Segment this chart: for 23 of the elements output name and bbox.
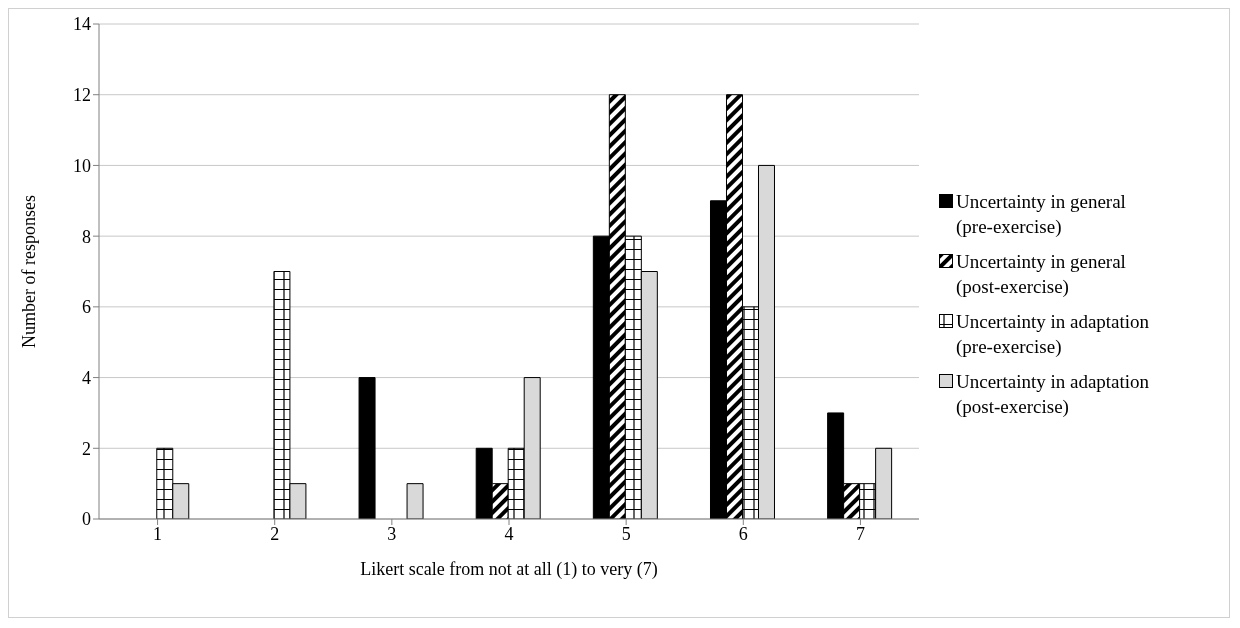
y-tick-label: 12 [73,85,91,106]
bar [358,377,376,519]
x-tick-label: 5 [621,523,631,544]
y-tick-label: 0 [82,509,91,530]
legend-label: Uncertainty in general (pre-exercise) [956,190,1126,239]
x-tick-label: 1 [153,523,163,544]
y-tick-label: 10 [73,155,91,176]
y-tick-label: 14 [73,14,91,35]
x-axis-title: Likert scale from not at all (1) to very (7) [360,559,658,580]
y-tick-label: 6 [82,297,91,318]
x-tick-label: 2 [270,523,280,544]
y-tick-label: 8 [82,226,91,247]
bar [406,483,424,519]
legend-label: Uncertainty in adaptation (pre-exercise) [956,310,1150,359]
x-tick-label: 6 [738,523,748,544]
x-tick-label: 4 [504,523,514,544]
y-axis-title: Number of responses [19,195,40,348]
x-tick-label: 3 [387,523,397,544]
y-tick-label: 4 [82,367,91,388]
x-tick-label: 7 [855,523,865,544]
legend-label: Uncertainty in general (post-exercise) [956,250,1126,299]
y-tick-label: 2 [82,438,91,459]
legend-label: Uncertainty in adaptation (post-exercise) [956,370,1150,419]
